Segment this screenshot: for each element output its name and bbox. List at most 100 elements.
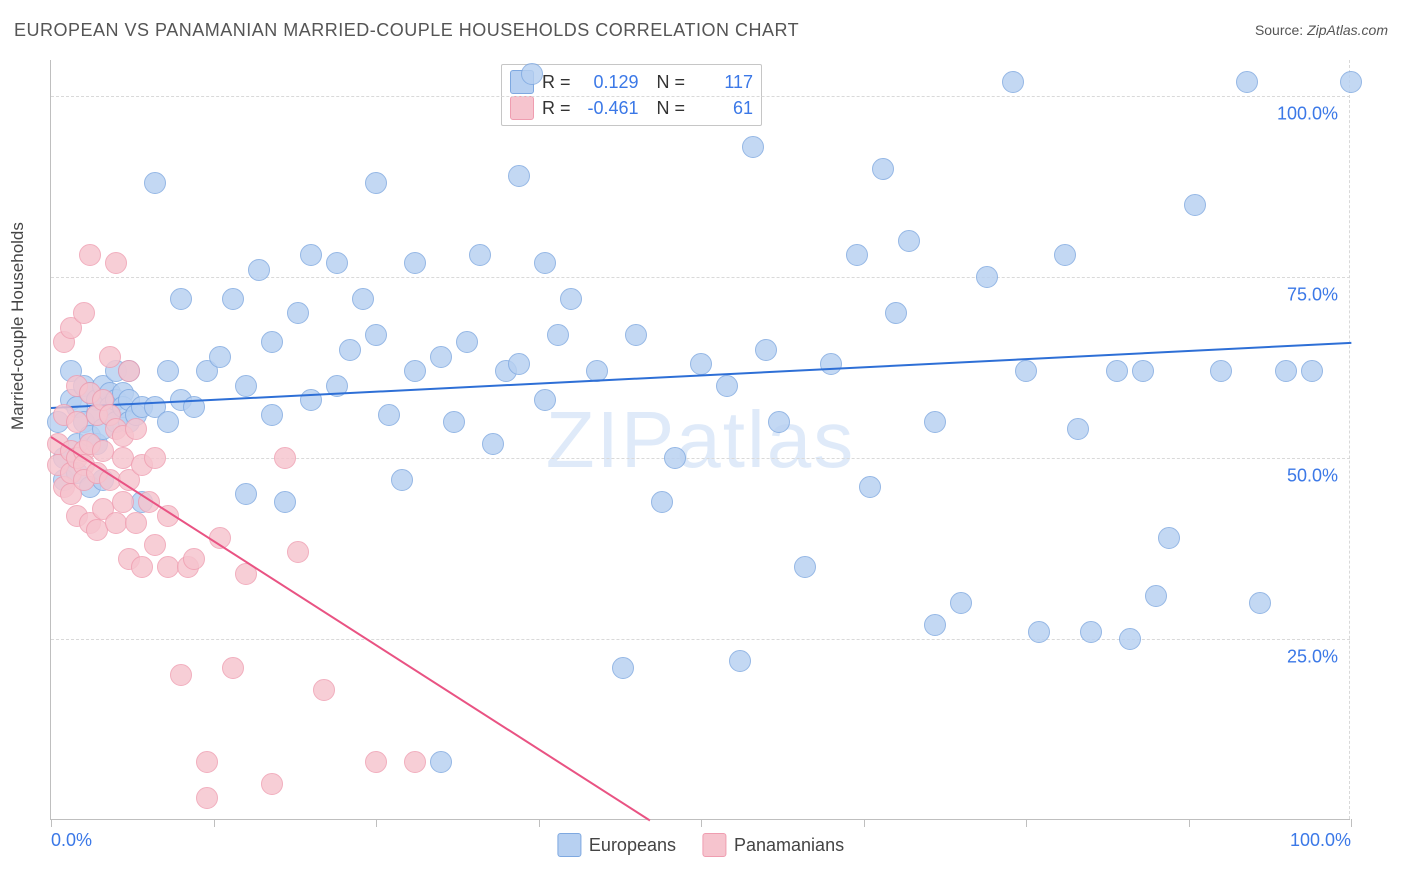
data-point — [859, 476, 881, 498]
data-point — [157, 411, 179, 433]
x-tick-label: 0.0% — [51, 830, 92, 851]
data-point — [885, 302, 907, 324]
data-point — [313, 679, 335, 701]
watermark: ZIPatlas — [546, 394, 855, 486]
data-point — [1249, 592, 1271, 614]
data-point — [1080, 621, 1102, 643]
data-point — [261, 773, 283, 795]
data-point — [125, 512, 147, 534]
data-point — [560, 288, 582, 310]
legend-item-europeans: Europeans — [557, 833, 676, 857]
chart-title: EUROPEAN VS PANAMANIAN MARRIED-COUPLE HO… — [14, 20, 799, 41]
data-point — [99, 346, 121, 368]
data-point — [430, 751, 452, 773]
data-point — [287, 541, 309, 563]
y-tick-label: 50.0% — [1287, 466, 1338, 487]
data-point — [1015, 360, 1037, 382]
gridline — [51, 458, 1350, 459]
data-point — [651, 491, 673, 513]
legend-swatch-panamanians — [702, 833, 726, 857]
n-value-europeans: 117 — [693, 72, 753, 93]
r-label: R = — [542, 98, 571, 119]
data-point — [79, 244, 101, 266]
data-point — [742, 136, 764, 158]
legend-label: Europeans — [589, 835, 676, 856]
data-point — [326, 252, 348, 274]
data-point — [1340, 71, 1362, 93]
data-point — [924, 614, 946, 636]
data-point — [118, 360, 140, 382]
data-point — [1132, 360, 1154, 382]
data-point — [287, 302, 309, 324]
data-point — [755, 339, 777, 361]
data-point — [352, 288, 374, 310]
data-point — [391, 469, 413, 491]
plot-area: ZIPatlas R = 0.129 N = 117 R = -0.461 N … — [50, 60, 1350, 820]
legend-item-panamanians: Panamanians — [702, 833, 844, 857]
data-point — [469, 244, 491, 266]
data-point — [508, 165, 530, 187]
data-point — [443, 411, 465, 433]
data-point — [261, 331, 283, 353]
data-point — [1158, 527, 1180, 549]
data-point — [716, 375, 738, 397]
x-tick — [1351, 819, 1352, 827]
data-point — [209, 346, 231, 368]
r-value-panamanians: -0.461 — [579, 98, 639, 119]
data-point — [157, 360, 179, 382]
data-point — [378, 404, 400, 426]
data-point — [73, 302, 95, 324]
data-point — [924, 411, 946, 433]
data-point — [1184, 194, 1206, 216]
data-point — [300, 244, 322, 266]
data-point — [1054, 244, 1076, 266]
n-value-panamanians: 61 — [693, 98, 753, 119]
data-point — [339, 339, 361, 361]
data-point — [1301, 360, 1323, 382]
data-point — [1028, 621, 1050, 643]
data-point — [482, 433, 504, 455]
data-point — [950, 592, 972, 614]
legend-stats-row: R = -0.461 N = 61 — [510, 95, 753, 121]
data-point — [1236, 71, 1258, 93]
data-point — [248, 259, 270, 281]
data-point — [235, 483, 257, 505]
n-label: N = — [647, 72, 686, 93]
legend-series: Europeans Panamanians — [557, 833, 844, 857]
data-point — [144, 172, 166, 194]
data-point — [404, 360, 426, 382]
gridline — [51, 639, 1350, 640]
data-point — [729, 650, 751, 672]
legend-label: Panamanians — [734, 835, 844, 856]
data-point — [170, 664, 192, 686]
data-point — [404, 252, 426, 274]
data-point — [144, 447, 166, 469]
trend-line — [50, 437, 649, 822]
plot-right-border — [1349, 60, 1350, 819]
data-point — [274, 491, 296, 513]
data-point — [508, 353, 530, 375]
data-point — [1145, 585, 1167, 607]
x-tick — [864, 819, 865, 827]
data-point — [365, 751, 387, 773]
data-point — [183, 548, 205, 570]
data-point — [404, 751, 426, 773]
n-label: N = — [647, 98, 686, 119]
data-point — [300, 389, 322, 411]
x-tick — [539, 819, 540, 827]
data-point — [456, 331, 478, 353]
x-tick — [1189, 819, 1190, 827]
r-label: R = — [542, 72, 571, 93]
source-label: Source: — [1255, 22, 1307, 38]
data-point — [521, 63, 543, 85]
gridline — [51, 96, 1350, 97]
data-point — [222, 657, 244, 679]
x-tick — [701, 819, 702, 827]
data-point — [547, 324, 569, 346]
y-tick-label: 100.0% — [1277, 104, 1338, 125]
data-point — [768, 411, 790, 433]
data-point — [976, 266, 998, 288]
data-point — [365, 172, 387, 194]
data-point — [690, 353, 712, 375]
data-point — [112, 491, 134, 513]
